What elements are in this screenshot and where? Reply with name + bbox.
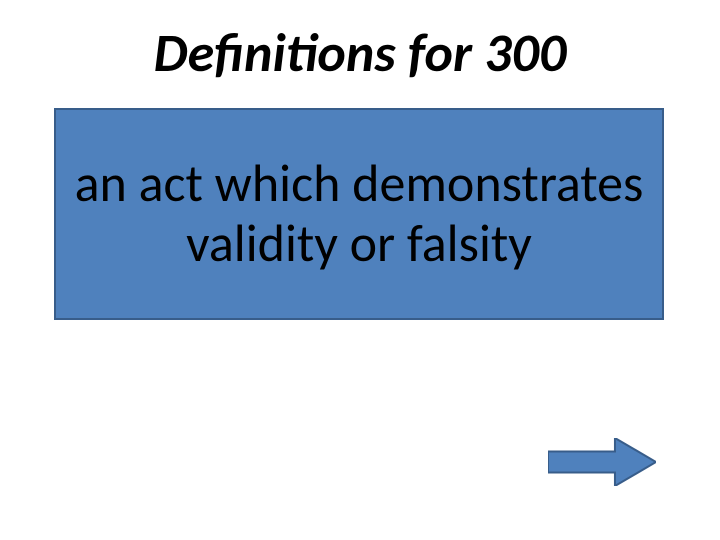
definition-text: an act which demonstrates validity or fa… (64, 154, 654, 274)
next-arrow[interactable] (548, 438, 656, 486)
slide-title: Definitions for 300 (0, 20, 720, 86)
arrow-right-icon (548, 438, 656, 486)
definition-box: an act which demonstrates validity or fa… (54, 108, 664, 320)
slide: Definitions for 300 an act which demonst… (0, 0, 720, 540)
